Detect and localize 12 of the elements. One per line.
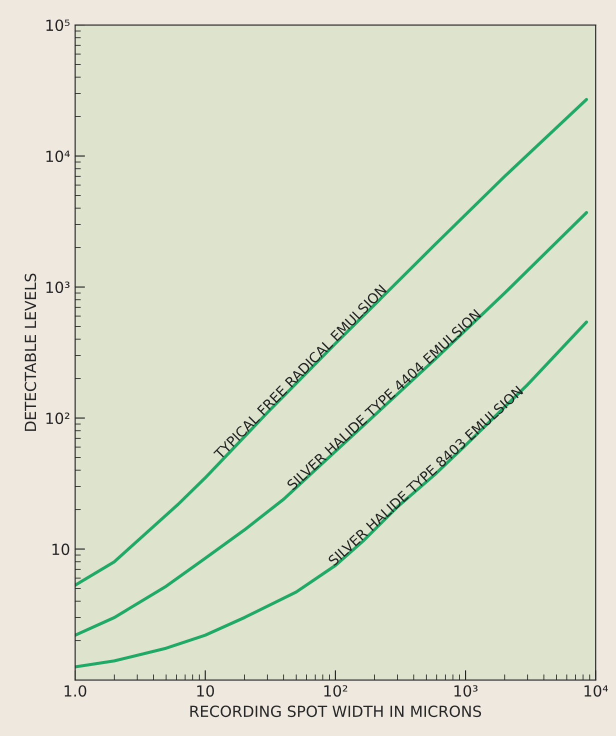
y-tick-label: 10²: [46, 412, 70, 424]
x-tick-label: 10²: [324, 685, 348, 697]
x-tick-label: 1.0: [64, 685, 86, 697]
y-tick-label: 10⁴: [46, 150, 70, 162]
x-tick-label: 10³: [454, 685, 478, 697]
y-tick-label: 10³: [46, 282, 70, 294]
y-tick-label: 10⁵: [46, 19, 70, 32]
x-tick-label: 10⁴: [584, 685, 608, 697]
x-tick-label: 10: [197, 685, 214, 697]
y-axis-title: DETECTABLE LEVELS: [24, 274, 36, 431]
y-tick-label: 10: [52, 544, 70, 556]
x-axis-title: RECORDING SPOT WIDTH IN MICRONS: [190, 706, 482, 718]
